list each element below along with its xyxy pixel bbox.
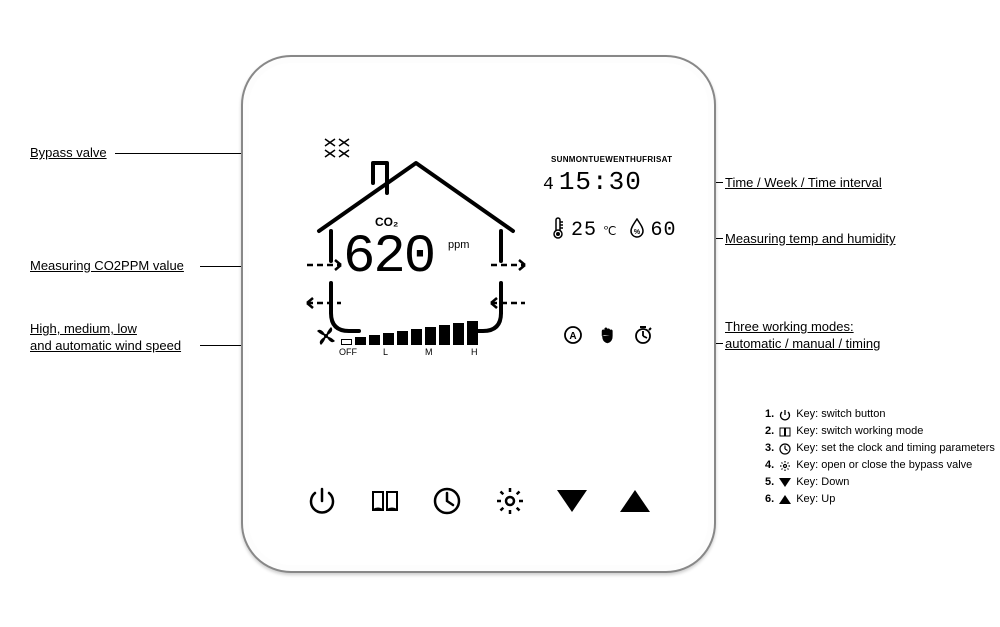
timing-mode-icon	[633, 325, 653, 350]
legend-1: 1.Key: switch button	[765, 406, 995, 423]
up-button[interactable]	[617, 483, 653, 519]
label-modes-2: automatic / manual / timing	[725, 336, 880, 351]
label-temphum: Measuring temp and humidity	[725, 231, 896, 246]
up-arrow-icon	[778, 493, 792, 507]
label-wind-1: High, medium, low	[30, 321, 137, 336]
temp-humidity-row: 25 ℃ % 60	[551, 217, 677, 244]
power-icon	[778, 408, 792, 422]
legend-6: 6.Key: Up	[765, 491, 995, 508]
mode-button[interactable]	[367, 483, 403, 519]
legend-4: 4.Key: open or close the bypass valve	[765, 457, 995, 474]
co2-unit: ppm	[448, 239, 469, 251]
settings-button[interactable]	[492, 483, 528, 519]
temp-value: 25	[571, 219, 597, 242]
legend-5: 5.Key: Down	[765, 474, 995, 491]
fan-h-label: H	[471, 347, 478, 357]
fan-off-label: OFF	[339, 347, 357, 357]
label-wind-2: and automatic wind speed	[30, 338, 181, 353]
session-number: 4	[543, 175, 555, 195]
down-button[interactable]	[554, 483, 590, 519]
legend-2: 2.Key: switch working mode	[765, 423, 995, 440]
gear-icon	[778, 459, 792, 473]
humidity-icon: %	[629, 218, 645, 243]
fan-icon	[315, 325, 337, 352]
svg-text:%: %	[633, 229, 640, 236]
label-time: Time / Week / Time interval	[725, 175, 882, 190]
temp-unit: ℃	[603, 224, 616, 238]
auto-mode-icon: A	[563, 325, 583, 350]
power-button[interactable]	[304, 483, 340, 519]
humidity-value: 60	[651, 219, 677, 242]
book-icon	[778, 425, 792, 439]
clock-icon	[778, 442, 792, 456]
manual-mode-icon	[599, 325, 617, 350]
label-co2: Measuring CO2PPM value	[30, 258, 184, 273]
clock-button[interactable]	[429, 483, 465, 519]
fan-m-label: M	[425, 347, 433, 357]
fan-speed-bars	[341, 321, 478, 345]
thermostat-panel: CO₂ 620 ppm SUNMONTUEWENTHUFRISAT 4 15:3…	[241, 55, 716, 573]
time-value: 15:30	[559, 167, 642, 197]
label-bypass: Bypass valve	[30, 145, 107, 160]
thermometer-icon	[551, 217, 565, 244]
co2-value: 620	[343, 227, 434, 288]
legend-3: 3.Key: set the clock and timing paramete…	[765, 440, 995, 457]
mode-icons-row: A	[563, 325, 653, 350]
label-modes-1: Three working modes:	[725, 319, 854, 334]
button-row	[273, 483, 684, 519]
down-arrow-icon	[778, 476, 792, 490]
key-legend: 1.Key: switch button 2.Key: switch worki…	[725, 406, 995, 508]
svg-text:A: A	[569, 331, 576, 342]
fan-l-label: L	[383, 347, 388, 357]
weekday-strip: SUNMONTUEWENTHUFRISAT	[551, 155, 672, 164]
